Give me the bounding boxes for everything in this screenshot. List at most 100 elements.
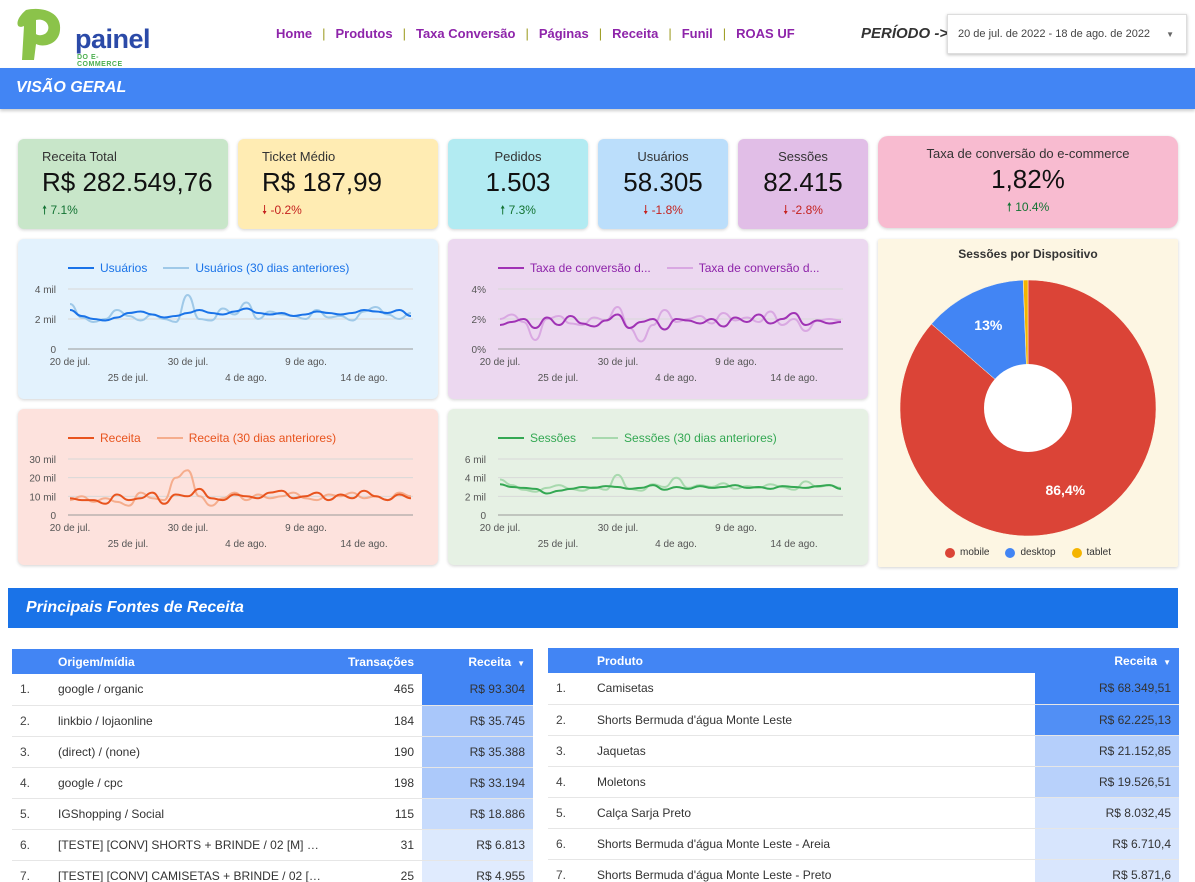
series-line-previous[interactable] — [69, 293, 412, 324]
table-row[interactable]: 7. Shorts Bermuda d'água Monte Leste - Pr… — [548, 859, 1179, 882]
nav-receita[interactable]: Receita — [612, 26, 659, 41]
y-tick-label: 4 mil — [35, 285, 56, 296]
legend-label: Usuários — [100, 261, 148, 275]
legend-item-mobile[interactable]: mobile — [945, 547, 989, 558]
logo-word: painel — [75, 24, 151, 54]
table-row[interactable]: 7. [TESTE] [CONV] CAMISETAS + BRINDE / 02… — [12, 860, 533, 882]
legend-label: Sessões — [530, 431, 577, 445]
nav-roas-uf[interactable]: ROAS UF — [736, 26, 795, 41]
y-tick-label: 4 mil — [465, 474, 486, 485]
row-name: Shorts Bermuda d'água Monte Leste - Arei… — [589, 828, 1035, 860]
x-tick-label: 9 de ago. — [715, 523, 757, 534]
legend-item[interactable]: Sessões — [498, 431, 576, 445]
col-receita[interactable]: Receita ▼ — [1035, 648, 1179, 673]
row-name: [TESTE] [CONV] SHORTS + BRINDE / 02 [M] … — [50, 829, 333, 861]
pie-title: Sessões por Dispositivo — [958, 247, 1098, 261]
legend-swatch — [592, 437, 619, 439]
legend-item[interactable]: Sessões (30 dias anteriores) — [592, 431, 777, 445]
x-tick-label: 14 de ago. — [770, 373, 817, 384]
chart-taxa-conversao: Taxa de conversão d... Taxa de conversão… — [448, 239, 868, 399]
table-row[interactable]: 1. Camisetas R$ 68.349,51 — [548, 673, 1179, 705]
row-revenue: R$ 21.152,85 — [1035, 735, 1179, 767]
table-row[interactable]: 2. Shorts Bermuda d'água Monte Leste R$ 62… — [548, 704, 1179, 736]
legend-swatch — [68, 437, 94, 439]
legend-label: Receita — [100, 431, 141, 445]
line-chart-usuarios: 4 mil 2 mil 020 de jul. 30 de jul. 9 de ago.… — [35, 285, 413, 384]
row-name: google / cpc — [50, 767, 333, 799]
col-produto[interactable]: Produto — [589, 648, 1035, 673]
table-row[interactable]: 6. Shorts Bermuda d'água Monte Leste - Ar… — [548, 828, 1179, 860]
table-row[interactable]: 5. IGShopping / Social 115 R$ 18.886 — [12, 798, 533, 830]
legend-item[interactable]: Taxa de conversão d... — [498, 261, 651, 275]
row-name: [TESTE] [CONV] CAMISETAS + BRINDE / 02 [… — [50, 860, 333, 882]
row-revenue: R$ 62.225,13 — [1035, 704, 1179, 736]
y-tick-label: 20 mil — [29, 474, 56, 485]
kpi-sessoes[interactable]: Sessões 82.415 🠗 -2.8% — [738, 139, 868, 229]
legend-item[interactable]: Receita (30 dias anteriores) — [156, 431, 336, 445]
series-line-previous[interactable] — [499, 305, 842, 343]
y-tick-label: 2% — [472, 315, 487, 326]
kpi-value: 82.415 — [763, 167, 843, 197]
legend-item[interactable]: Taxa de conversão d... — [666, 261, 820, 275]
nav-taxa-conversao[interactable]: Taxa Conversão — [415, 26, 516, 41]
row-revenue: R$ 68.349,51 — [1035, 673, 1179, 705]
series-line-current[interactable] — [499, 311, 842, 331]
logo[interactable]: painel DO E-COMMERCE — [12, 6, 151, 68]
kpi-receita-total[interactable]: Receita Total R$ 282.549,76 🠕 7.1% — [18, 139, 228, 229]
kpi-usuarios[interactable]: Usuários 58.305 🠗 -1.8% — [598, 139, 728, 229]
series-line-previous[interactable] — [69, 469, 412, 507]
table-row[interactable]: 4. google / cpc 198 R$ 33.194 — [12, 767, 533, 799]
col-origem-midia[interactable]: Origem/mídia — [50, 649, 333, 674]
nav-paginas[interactable]: Páginas — [538, 26, 589, 41]
arrow-down-icon: 🠗 — [262, 203, 271, 217]
series-line-current[interactable] — [499, 483, 842, 495]
legend-item-tablet[interactable]: tablet — [1071, 547, 1111, 558]
kpi-ticket-medio[interactable]: Ticket Médio R$ 187,99 🠗 -0.2% — [238, 139, 438, 229]
col-transacoes[interactable]: Transações — [333, 649, 422, 674]
legend-item[interactable]: Usuários — [68, 261, 147, 275]
x-tick-label: 30 de jul. — [168, 357, 209, 368]
series-line-current[interactable] — [69, 487, 412, 505]
series-line-current[interactable] — [69, 307, 412, 322]
row-index: 2. — [12, 705, 50, 737]
nav-funil[interactable]: Funil — [681, 26, 713, 41]
table-row[interactable]: 1. google / organic 465 R$ 93.304 — [12, 674, 533, 706]
legend-item-desktop[interactable]: desktop — [1005, 547, 1056, 558]
row-revenue: R$ 35.745 — [422, 705, 533, 737]
table-row[interactable]: 4. Moletons R$ 19.526,51 — [548, 766, 1179, 798]
table-header: Origem/mídia Transações Receita ▼ — [12, 649, 533, 674]
y-tick-label: 0 — [480, 511, 486, 522]
col-receita[interactable]: Receita ▼ — [422, 649, 533, 674]
legend-item[interactable]: Usuários (30 dias anteriores) — [163, 261, 349, 275]
pie-legend: mobile desktop tablet — [878, 547, 1178, 558]
arrow-up-icon: 🠕 — [42, 203, 51, 217]
legend-item[interactable]: Receita — [68, 431, 141, 445]
x-tick-label: 9 de ago. — [715, 357, 757, 368]
row-name: (direct) / (none) — [50, 736, 333, 768]
x-tick-label: 9 de ago. — [285, 523, 327, 534]
table-row[interactable]: 6. [TESTE] [CONV] SHORTS + BRINDE / 02 [M… — [12, 829, 533, 861]
kpi-change: 🠕 7.1% — [42, 203, 78, 217]
date-range-picker[interactable]: 20 de jul. de 2022 - 18 de ago. de 2022 … — [947, 14, 1187, 54]
nav-produtos[interactable]: Produtos — [335, 26, 393, 41]
y-tick-label: 30 mil — [29, 455, 56, 466]
kpi-taxa-conversao[interactable]: Taxa de conversão do e-commerce 1,82% 🠕 … — [878, 136, 1178, 228]
kpi-pedidos[interactable]: Pedidos 1.503 🠕 7.3% — [448, 139, 588, 229]
row-name: Shorts Bermuda d'água Monte Leste — [589, 704, 1035, 736]
table-row[interactable]: 3. Jaquetas R$ 21.152,85 — [548, 735, 1179, 767]
table-row[interactable]: 2. linkbio / lojaonline 184 R$ 35.745 — [12, 705, 533, 737]
row-name: linkbio / lojaonline — [50, 705, 333, 737]
row-name: Calça Sarja Preto — [589, 797, 1035, 829]
section-banner-2: Principais Fontes de Receita — [8, 588, 1178, 628]
kpi-change: 🠕 7.3% — [500, 203, 536, 217]
row-index: 3. — [548, 735, 589, 767]
arrow-up-icon: 🠕 — [1006, 200, 1016, 214]
nav-home[interactable]: Home — [276, 26, 313, 41]
legend-label: Taxa de conversão d... — [530, 261, 651, 275]
legend-swatch — [498, 437, 524, 439]
table-row[interactable]: 5. Calça Sarja Preto R$ 8.032,45 — [548, 797, 1179, 829]
y-tick-label: 2 mil — [465, 492, 486, 503]
kpi-label: Pedidos — [494, 149, 542, 164]
table-row[interactable]: 3. (direct) / (none) 190 R$ 35.388 — [12, 736, 533, 768]
row-transactions: 198 — [333, 767, 422, 799]
